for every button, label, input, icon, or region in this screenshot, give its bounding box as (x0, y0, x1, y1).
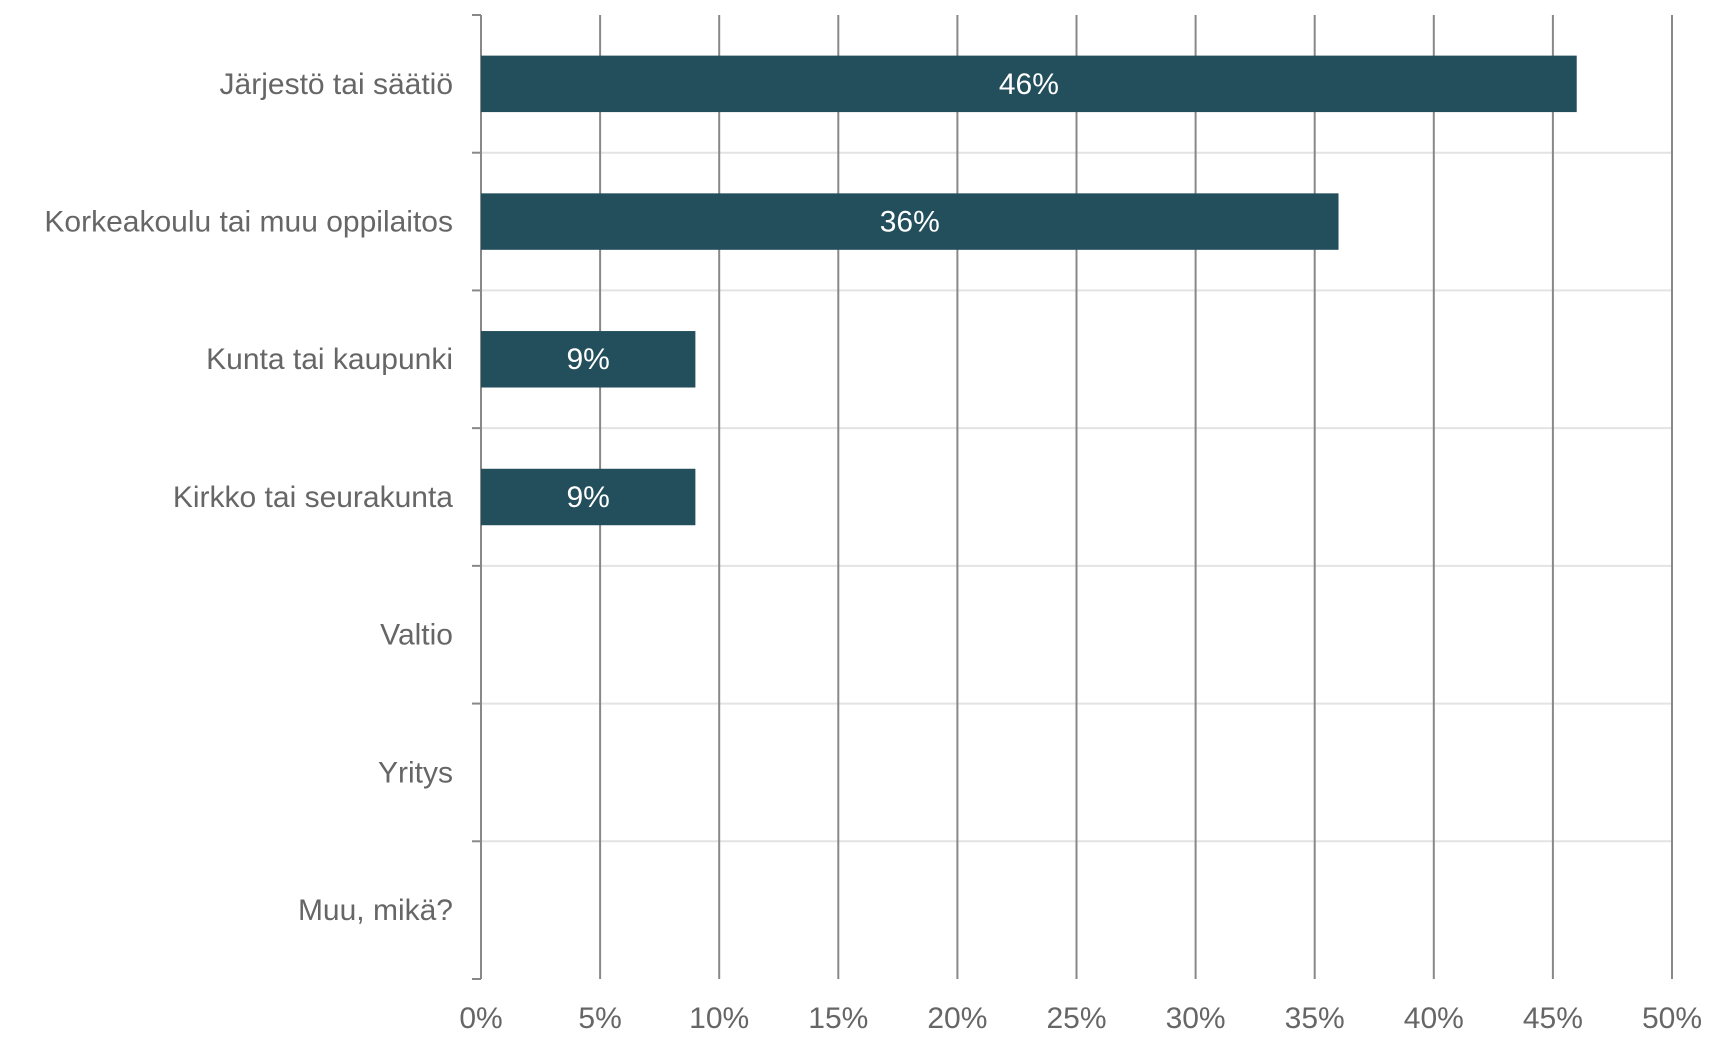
value-label: 46% (999, 68, 1059, 101)
y-tick-label: Yritys (378, 756, 453, 789)
bar (481, 55, 1577, 113)
y-tick-label: Korkeakoulu tai muu oppilaitos (44, 205, 453, 238)
y-tick-label: Kunta tai kaupunki (206, 343, 453, 376)
y-tick-label: Kirkko tai seurakunta (173, 481, 453, 514)
value-label: 36% (880, 205, 940, 238)
bar (481, 468, 696, 526)
bar (481, 331, 696, 388)
y-tick-label: Järjestö tai säätiö (220, 68, 453, 101)
x-tick-label: 35% (1285, 1002, 1345, 1035)
x-tick-label: 5% (578, 1002, 621, 1035)
y-tick-label: Valtio (380, 619, 453, 652)
x-tick-label: 15% (808, 1002, 868, 1035)
value-label: 9% (567, 343, 610, 376)
x-tick-label: 0% (459, 1002, 502, 1035)
x-tick-label: 40% (1404, 1002, 1464, 1035)
x-tick-label: 10% (689, 1002, 749, 1035)
x-tick-label: 45% (1523, 1002, 1583, 1035)
x-tick-label: 20% (927, 1002, 987, 1035)
bar (481, 193, 1339, 250)
x-tick-label: 25% (1046, 1002, 1106, 1035)
y-tick-label: Muu, mikä? (298, 894, 453, 927)
x-tick-label: 30% (1166, 1002, 1226, 1035)
value-label: 9% (567, 481, 610, 514)
x-tick-label: 50% (1642, 1002, 1702, 1035)
